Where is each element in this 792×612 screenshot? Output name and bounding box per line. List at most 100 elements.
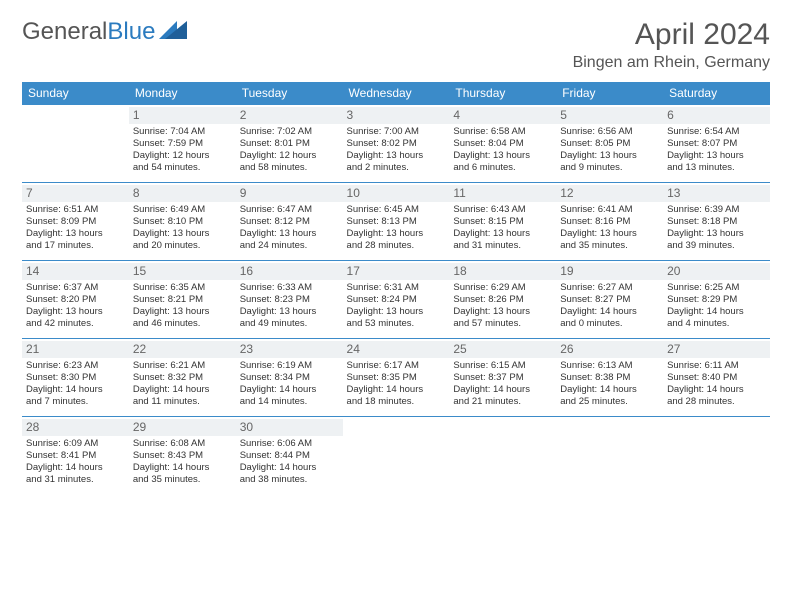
cell-dl2: and 24 minutes. bbox=[240, 240, 339, 252]
cell-dl1: Daylight: 14 hours bbox=[26, 384, 125, 396]
cell-dl2: and 25 minutes. bbox=[560, 396, 659, 408]
cell-sr: Sunrise: 6:21 AM bbox=[133, 360, 232, 372]
weekday-header: Sunday bbox=[22, 82, 129, 105]
day-number: 26 bbox=[556, 341, 663, 358]
cell-dl1: Daylight: 14 hours bbox=[26, 462, 125, 474]
cell-dl2: and 46 minutes. bbox=[133, 318, 232, 330]
cell-dl2: and 35 minutes. bbox=[560, 240, 659, 252]
header: GeneralBlue April 2024 Bingen am Rhein, … bbox=[22, 18, 770, 72]
cell-sr: Sunrise: 6:19 AM bbox=[240, 360, 339, 372]
cell-dl1: Daylight: 14 hours bbox=[667, 306, 766, 318]
day-number: 18 bbox=[449, 263, 556, 280]
weekday-header: Thursday bbox=[449, 82, 556, 105]
cell-dl2: and 54 minutes. bbox=[133, 162, 232, 174]
day-number: 30 bbox=[236, 419, 343, 436]
cell-dl2: and 20 minutes. bbox=[133, 240, 232, 252]
cell-ss: Sunset: 8:35 PM bbox=[347, 372, 446, 384]
cell-dl2: and 0 minutes. bbox=[560, 318, 659, 330]
calendar-cell: 23Sunrise: 6:19 AMSunset: 8:34 PMDayligh… bbox=[236, 339, 343, 417]
cell-sr: Sunrise: 6:58 AM bbox=[453, 126, 552, 138]
cell-sr: Sunrise: 7:02 AM bbox=[240, 126, 339, 138]
calendar-cell: 27 Sunrise: 6:11 AMSunset: 8:40 PMDayligh… bbox=[663, 339, 770, 417]
location-label: Bingen am Rhein, Germany bbox=[573, 54, 770, 72]
cell-ss: Sunset: 8:29 PM bbox=[667, 294, 766, 306]
day-number: 15 bbox=[129, 263, 236, 280]
cell-dl1: Daylight: 13 hours bbox=[240, 228, 339, 240]
cell-ss: Sunset: 8:10 PM bbox=[133, 216, 232, 228]
cell-ss: Sunset: 8:38 PM bbox=[560, 372, 659, 384]
cell-dl1: Daylight: 13 hours bbox=[240, 306, 339, 318]
cell-dl2: and 11 minutes. bbox=[133, 396, 232, 408]
cell-ss: Sunset: 8:41 PM bbox=[26, 450, 125, 462]
cell-dl2: and 57 minutes. bbox=[453, 318, 552, 330]
cell-sr: Sunrise: 6:37 AM bbox=[26, 282, 125, 294]
cell-sr: Sunrise: 6:29 AM bbox=[453, 282, 552, 294]
weekday-header: Friday bbox=[556, 82, 663, 105]
cell-dl1: Daylight: 13 hours bbox=[26, 306, 125, 318]
cell-sr: Sunrise: 6:41 AM bbox=[560, 204, 659, 216]
weekday-header: Tuesday bbox=[236, 82, 343, 105]
cell-ss: Sunset: 8:37 PM bbox=[453, 372, 552, 384]
calendar-cell: 11Sunrise: 6:43 AMSunset: 8:15 PMDayligh… bbox=[449, 183, 556, 261]
cell-sr: Sunrise: 6:11 AM bbox=[667, 360, 766, 372]
cell-ss: Sunset: 8:40 PM bbox=[667, 372, 766, 384]
weekday-header-row: Sunday Monday Tuesday Wednesday Thursday… bbox=[22, 82, 770, 105]
cell-ss: Sunset: 8:44 PM bbox=[240, 450, 339, 462]
day-number: 22 bbox=[129, 341, 236, 358]
cell-sr: Sunrise: 7:00 AM bbox=[347, 126, 446, 138]
calendar-cell bbox=[663, 417, 770, 495]
cell-dl2: and 31 minutes. bbox=[453, 240, 552, 252]
day-number: 27 bbox=[663, 341, 770, 358]
calendar-cell bbox=[556, 417, 663, 495]
cell-dl2: and 38 minutes. bbox=[240, 474, 339, 486]
cell-dl1: Daylight: 14 hours bbox=[667, 384, 766, 396]
calendar-cell: 12Sunrise: 6:41 AMSunset: 8:16 PMDayligh… bbox=[556, 183, 663, 261]
calendar-cell: 7Sunrise: 6:51 AMSunset: 8:09 PMDaylight… bbox=[22, 183, 129, 261]
day-number: 7 bbox=[22, 185, 129, 202]
cell-sr: Sunrise: 6:51 AM bbox=[26, 204, 125, 216]
cell-ss: Sunset: 8:30 PM bbox=[26, 372, 125, 384]
cell-sr: Sunrise: 6:27 AM bbox=[560, 282, 659, 294]
cell-dl1: Daylight: 13 hours bbox=[26, 228, 125, 240]
calendar-cell: 14Sunrise: 6:37 AMSunset: 8:20 PMDayligh… bbox=[22, 261, 129, 339]
cell-dl2: and 49 minutes. bbox=[240, 318, 339, 330]
calendar-cell: 20Sunrise: 6:25 AMSunset: 8:29 PMDayligh… bbox=[663, 261, 770, 339]
cell-ss: Sunset: 8:05 PM bbox=[560, 138, 659, 150]
cell-ss: Sunset: 8:23 PM bbox=[240, 294, 339, 306]
flag-icon bbox=[159, 18, 187, 46]
day-number: 19 bbox=[556, 263, 663, 280]
page-title: April 2024 bbox=[573, 18, 770, 52]
cell-sr: Sunrise: 6:47 AM bbox=[240, 204, 339, 216]
calendar-cell: 6Sunrise: 6:54 AMSunset: 8:07 PMDaylight… bbox=[663, 105, 770, 183]
day-number: 4 bbox=[449, 107, 556, 124]
day-number: 10 bbox=[343, 185, 450, 202]
cell-dl1: Daylight: 14 hours bbox=[453, 384, 552, 396]
cell-dl2: and 53 minutes. bbox=[347, 318, 446, 330]
cell-ss: Sunset: 8:01 PM bbox=[240, 138, 339, 150]
cell-dl1: Daylight: 13 hours bbox=[453, 306, 552, 318]
calendar-cell bbox=[22, 105, 129, 183]
cell-dl2: and 35 minutes. bbox=[133, 474, 232, 486]
cell-dl1: Daylight: 13 hours bbox=[133, 306, 232, 318]
cell-sr: Sunrise: 6:15 AM bbox=[453, 360, 552, 372]
calendar-cell: 3Sunrise: 7:00 AMSunset: 8:02 PMDaylight… bbox=[343, 105, 450, 183]
calendar-cell: 9Sunrise: 6:47 AMSunset: 8:12 PMDaylight… bbox=[236, 183, 343, 261]
cell-dl1: Daylight: 13 hours bbox=[560, 228, 659, 240]
cell-dl1: Daylight: 13 hours bbox=[347, 306, 446, 318]
cell-ss: Sunset: 8:16 PM bbox=[560, 216, 659, 228]
day-number: 8 bbox=[129, 185, 236, 202]
cell-dl2: and 28 minutes. bbox=[667, 396, 766, 408]
cell-ss: Sunset: 8:24 PM bbox=[347, 294, 446, 306]
day-number: 16 bbox=[236, 263, 343, 280]
day-number: 17 bbox=[343, 263, 450, 280]
logo: GeneralBlue bbox=[22, 18, 187, 46]
cell-ss: Sunset: 8:32 PM bbox=[133, 372, 232, 384]
cell-dl1: Daylight: 13 hours bbox=[133, 228, 232, 240]
weekday-header: Wednesday bbox=[343, 82, 450, 105]
cell-dl1: Daylight: 13 hours bbox=[453, 150, 552, 162]
cell-sr: Sunrise: 6:06 AM bbox=[240, 438, 339, 450]
logo-text-1: General bbox=[22, 18, 107, 46]
cell-ss: Sunset: 8:26 PM bbox=[453, 294, 552, 306]
calendar-cell bbox=[343, 417, 450, 495]
day-number: 29 bbox=[129, 419, 236, 436]
